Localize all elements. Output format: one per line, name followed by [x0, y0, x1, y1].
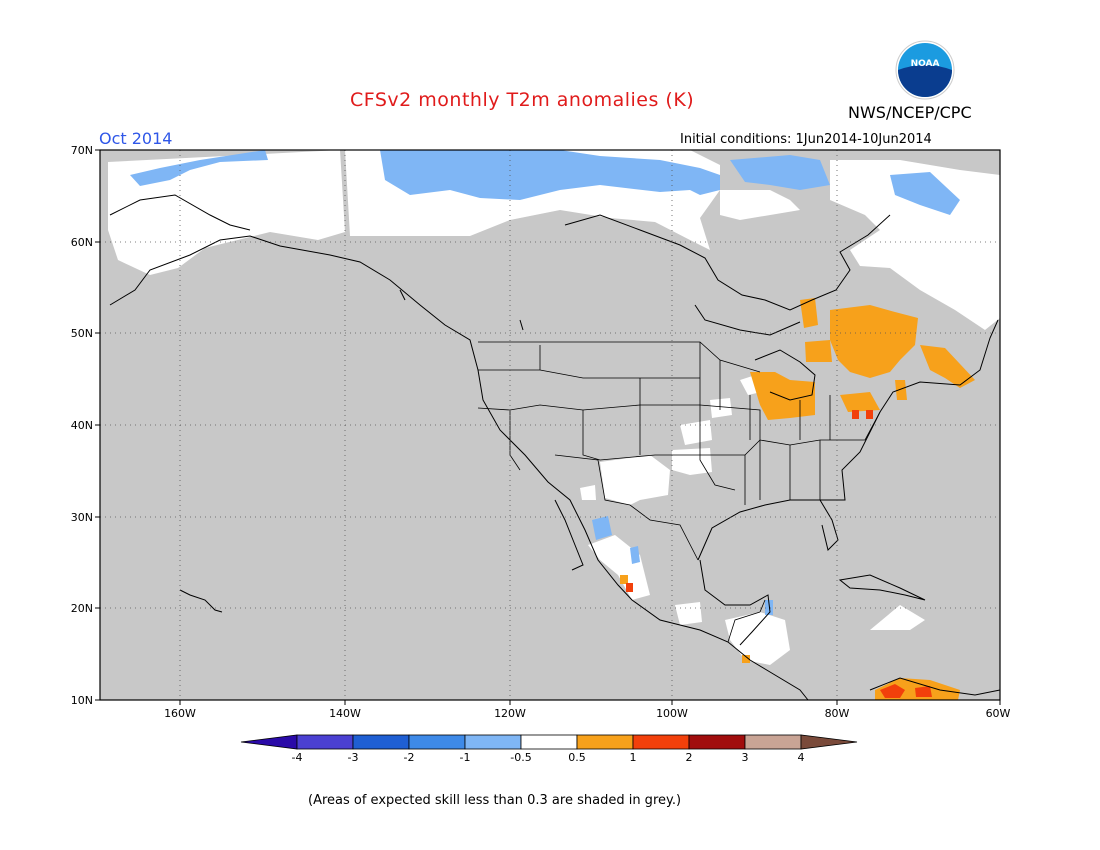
colorbar-swatch — [464, 734, 522, 750]
cold-anomaly-regions — [130, 150, 960, 615]
colorbar-arrow-low — [240, 734, 298, 750]
colorbar-label: 1 — [630, 751, 637, 764]
axis-ticks — [95, 149, 1001, 705]
noaa-logo-text: NOAA — [911, 59, 940, 69]
noaa-logo: NOAA — [895, 40, 955, 100]
lat-label: 30N — [71, 511, 93, 524]
colorbar-swatch — [352, 734, 410, 750]
lat-label: 20N — [71, 602, 93, 615]
longitude-labels: 160W 140W 120W 100W 80W 60W — [164, 707, 1010, 720]
colorbar-swatch — [408, 734, 466, 750]
colorbar-label: -3 — [348, 751, 359, 764]
lat-label: 60N — [71, 236, 93, 249]
warm-anomaly-regions — [620, 298, 975, 700]
colorbar-label: 0.5 — [568, 751, 586, 764]
colorbar-swatch — [576, 734, 634, 750]
colorbar-label: 2 — [686, 751, 693, 764]
lon-label: 100W — [656, 707, 688, 720]
initial-conditions-label: Initial conditions: 1Jun2014-10Jun2014 — [680, 132, 932, 147]
colorbar-swatch — [296, 734, 354, 750]
colorbar-label: -2 — [404, 751, 415, 764]
colorbar-swatch — [744, 734, 802, 750]
grid-lines — [100, 150, 1000, 700]
footnote: (Areas of expected skill less than 0.3 a… — [308, 793, 682, 808]
political-borders — [477, 341, 881, 643]
strong-warm-anomaly-regions — [626, 410, 932, 698]
lat-label: 70N — [71, 144, 93, 157]
lat-label: 50N — [71, 327, 93, 340]
colorbar-label: 3 — [742, 751, 749, 764]
lon-label: 60W — [986, 707, 1011, 720]
colorbar-label: 4 — [798, 751, 805, 764]
colorbar-swatch — [632, 734, 690, 750]
agency-label: NWS/NCEP/CPC — [848, 103, 972, 122]
lon-label: 80W — [825, 707, 850, 720]
colorbar-label: -0.5 — [510, 751, 531, 764]
chart-title: CFSv2 monthly T2m anomalies (K) — [350, 89, 695, 111]
colorbar: -4 -3 -2 -1 -0.5 0.5 1 2 3 4 — [240, 734, 858, 764]
colorbar-swatch — [520, 734, 578, 750]
colorbar-label: -4 — [292, 751, 303, 764]
colorbar-label: -1 — [460, 751, 471, 764]
lon-label: 140W — [329, 707, 361, 720]
lon-label: 120W — [494, 707, 526, 720]
coastlines — [109, 194, 1001, 701]
lon-label: 160W — [164, 707, 196, 720]
latitude-labels: 70N 60N 50N 40N 30N 20N 10N — [71, 144, 93, 707]
colorbar-arrow-high — [800, 734, 858, 750]
colorbar-swatch — [688, 734, 746, 750]
lat-label: 40N — [71, 419, 93, 432]
valid-month-label: Oct 2014 — [99, 129, 173, 148]
lat-label: 10N — [71, 694, 93, 707]
